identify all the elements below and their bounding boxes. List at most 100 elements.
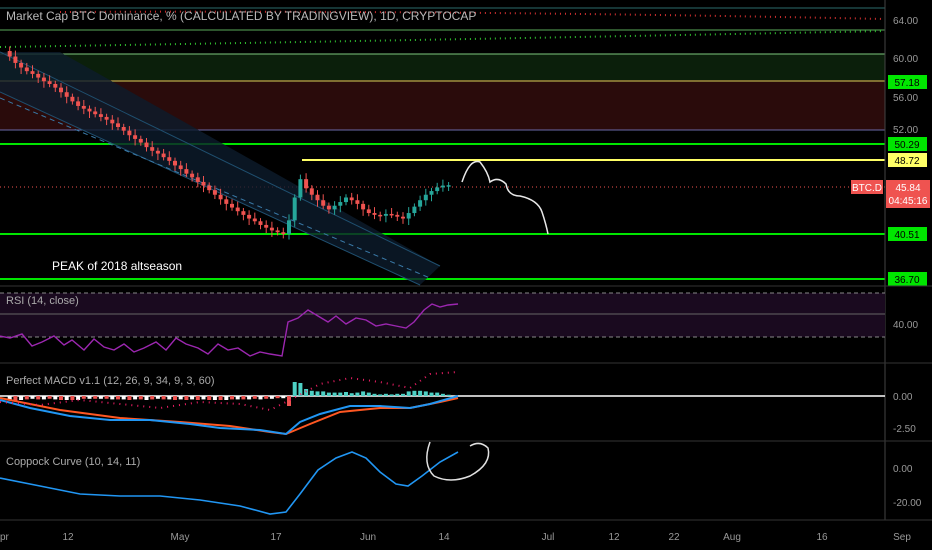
- macd-histogram-bar: [349, 393, 354, 396]
- macd-histogram-bar: [252, 396, 257, 399]
- candle-body: [121, 127, 126, 131]
- macd-histogram-bar: [292, 382, 297, 396]
- coppock-title: Coppock Curve (10, 14, 11): [6, 456, 140, 468]
- time-label: 17: [270, 532, 282, 543]
- projection-drawing: [461, 160, 549, 235]
- candle-body: [184, 169, 189, 174]
- macd-histogram-bar: [321, 391, 326, 396]
- rsi-band: [0, 293, 885, 337]
- peak-annotation: PEAK of 2018 altseason: [52, 259, 182, 273]
- candle-body: [401, 216, 405, 219]
- macd-histogram-bar: [195, 396, 200, 400]
- macd-histogram-bar: [315, 391, 320, 396]
- macd-histogram-bar: [218, 396, 223, 400]
- candle-body: [110, 119, 115, 124]
- candle-body: [127, 130, 132, 136]
- rsi-title: RSI (14, close): [6, 295, 79, 307]
- macd-histogram-bar: [395, 393, 400, 396]
- candle-body: [446, 185, 451, 187]
- candle-body: [98, 114, 103, 117]
- price-tick: 56.00: [893, 93, 918, 104]
- zone-green: [0, 54, 885, 80]
- macd-title: Perfect MACD v1.1 (12, 26, 9, 34, 9, 3, …: [6, 375, 215, 387]
- macd-histogram: [7, 382, 451, 406]
- candle-body: [298, 179, 303, 198]
- candle-body: [372, 213, 377, 215]
- candle-body: [241, 211, 246, 215]
- macd-histogram-bar: [87, 396, 92, 399]
- candle-body: [59, 87, 63, 93]
- macd-histogram-bar: [24, 396, 29, 400]
- candle-body: [81, 105, 86, 109]
- macd-histogram-bar: [287, 396, 291, 406]
- candle-body: [349, 197, 354, 201]
- level-tag-48: [888, 153, 927, 167]
- coppock-tick: -20.00: [893, 498, 922, 509]
- coppock-circle-drawing: [426, 441, 490, 481]
- macd-histogram-bar: [104, 396, 109, 399]
- macd-histogram-bar: [110, 396, 115, 400]
- candle-body: [201, 181, 206, 186]
- candle-body: [161, 153, 166, 158]
- time-label: 22: [668, 532, 680, 543]
- macd-histogram-bar: [389, 394, 394, 396]
- symbol-tag-text: BTC.D: [852, 183, 882, 194]
- macd-histogram-bar: [64, 396, 69, 400]
- macd-histogram-bar: [133, 396, 138, 400]
- time-label: Aug: [723, 532, 741, 543]
- macd-histogram-bar: [81, 396, 86, 399]
- macd-histogram-bar: [116, 396, 120, 400]
- candle-body: [212, 190, 217, 195]
- macd-line: [0, 395, 459, 436]
- candle-body: [406, 213, 411, 219]
- candle-body: [230, 203, 234, 208]
- rsi-line: [0, 303, 459, 357]
- candle-body: [133, 135, 138, 139]
- candle-body: [418, 200, 423, 207]
- candle-body: [275, 230, 280, 233]
- candle-body: [30, 71, 35, 74]
- macd-histogram-bar: [309, 390, 314, 396]
- macd-histogram-bar: [150, 396, 155, 400]
- macd-histogram-bar: [372, 393, 377, 396]
- macd-histogram-bar: [70, 396, 75, 400]
- macd-histogram-bar: [344, 392, 348, 396]
- macd-histogram-bar: [281, 396, 286, 399]
- macd-histogram-bar: [207, 396, 212, 400]
- macd-histogram-bar: [59, 396, 63, 400]
- macd-histogram-bar: [247, 396, 252, 400]
- macd-tick: 0.00: [893, 392, 913, 403]
- candle-body: [247, 214, 252, 219]
- macd-histogram-bar: [423, 391, 428, 396]
- candle-body: [321, 200, 326, 206]
- level-tag-text: 57.18: [894, 78, 919, 89]
- time-label: 14: [438, 532, 450, 543]
- candle-body: [304, 179, 309, 189]
- candle-body: [150, 147, 155, 151]
- price-tick: 60.00: [893, 54, 918, 65]
- level-tag-text: 48.72: [894, 156, 919, 167]
- chart-title: Market Cap BTC Dominance, % (CALCULATED …: [6, 9, 476, 23]
- candle-body: [269, 227, 274, 231]
- macd-histogram-bar: [383, 393, 388, 396]
- price-tick: 52.00: [893, 125, 918, 136]
- macd-histogram-bar: [224, 396, 229, 400]
- candle-body: [53, 83, 58, 88]
- candle-body: [36, 73, 41, 78]
- candle-body: [287, 220, 291, 235]
- level-tag-50: [888, 137, 927, 151]
- candle-body: [361, 203, 366, 210]
- macd-histogram-bar: [241, 396, 246, 400]
- macd-histogram-bar: [275, 396, 280, 399]
- candle-body: [104, 116, 109, 120]
- candle-body: [173, 160, 177, 166]
- macd-histogram-bar: [269, 396, 274, 399]
- macd-histogram-bar: [19, 396, 24, 400]
- candle-body: [224, 199, 229, 204]
- candle-body: [332, 205, 337, 210]
- candle-body: [93, 111, 98, 115]
- candle-body: [440, 185, 445, 188]
- candle-body: [309, 188, 314, 195]
- macd-histogram-bar: [144, 396, 149, 400]
